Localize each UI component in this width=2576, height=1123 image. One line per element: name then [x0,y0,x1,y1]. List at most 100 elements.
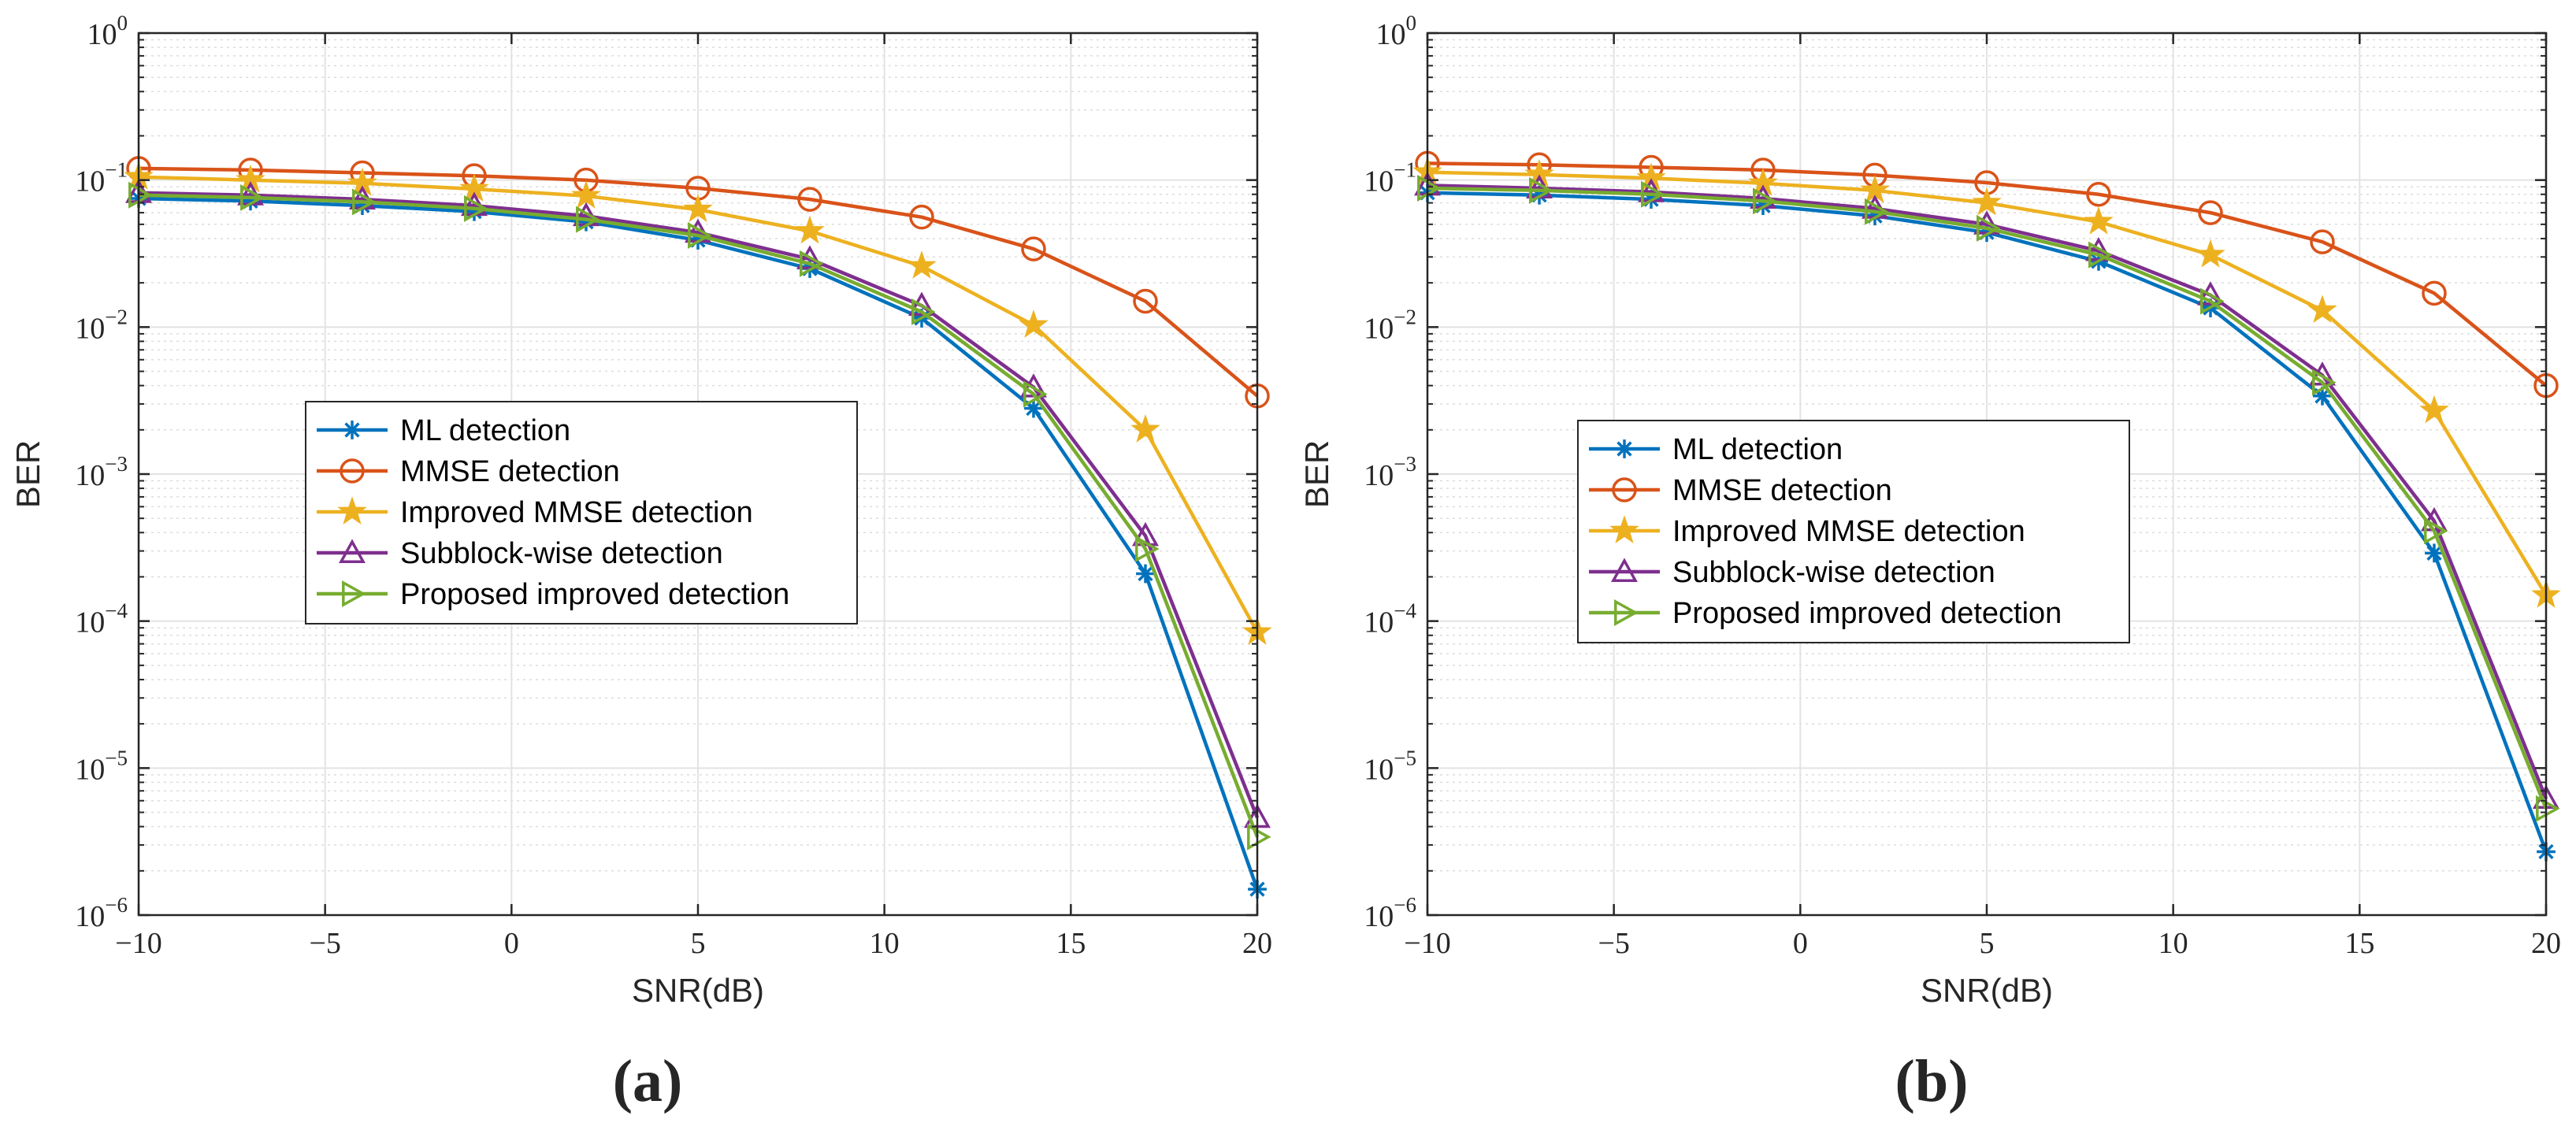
series-line [1427,183,2548,799]
data-point [800,250,824,277]
data-point [2086,182,2111,207]
data-point [2198,200,2223,225]
x-tick-label: 15 [1056,927,1086,960]
data-point [1023,380,1048,408]
legend-label: Improved MMSE detection [1672,515,2025,548]
data-point [2310,229,2335,254]
legend-item: Improved MMSE detection [317,496,753,529]
data-point [1753,187,1777,215]
data-point [797,187,822,212]
y-tick-label: 10−1 [75,158,128,198]
data-point [1865,198,1889,225]
legend-item: Proposed improved detection [317,578,789,611]
x-tick-label: 15 [2344,927,2374,960]
legend-marker [339,539,366,563]
data-point [1136,564,1155,584]
data-point [464,195,488,222]
data-point [688,222,712,249]
asterisk-stroke [1138,565,1153,582]
asterisk-stroke [2426,545,2442,562]
legend-marker [1609,515,1639,544]
y-axis-label: BER [9,440,46,508]
legend: ML detection MMSE detection Improved MMSE … [305,401,858,625]
data-point [1529,176,1553,204]
legend-label: Subblock-wise detection [1672,556,1995,589]
asterisk-stroke [1616,441,1632,457]
data-point [1132,521,1159,547]
legend-label: Proposed improved detection [400,578,789,611]
legend-item: Improved MMSE detection [1589,515,2025,548]
data-point [1133,288,1158,314]
chart-a: −10 −5 0 5 10 15 20 10−6 10−5 10−4 10−3 10−2 10−1 100… [9,11,1272,1114]
legend-label: Improved MMSE detection [400,496,753,529]
legend-marker [337,496,367,525]
legend-marker [1615,439,1634,458]
legend-item: ML detection [317,414,570,447]
x-tick-label: −5 [309,927,340,960]
series-line [138,166,1259,398]
data-point [795,215,825,244]
legend-item: Subblock-wise detection [317,537,723,570]
data-point [2084,206,2114,235]
legend-item: Subblock-wise detection [1589,556,1995,589]
x-tick-label: 5 [691,927,706,960]
data-point [2536,795,2560,822]
y-tick-label: 10−1 [1364,158,1416,198]
y-tick-label: 10−3 [75,452,128,492]
ticks: −10 −5 0 5 10 15 20 10−6 10−5 10−4 10−3 10−2 10−1 100 [75,11,1272,960]
data-point [1021,236,1046,261]
legend-label: ML detection [1672,433,1843,466]
legend-marker [1614,599,1639,626]
data-point [2307,295,2337,324]
x-axis-label: SNR(dB) [632,972,764,1009]
y-tick-label: 10−2 [75,305,128,345]
ticks: −10 −5 0 5 10 15 20 10−6 10−5 10−4 10−3 10−2 10−1 100 [1364,11,2561,960]
x-axis-label: SNR(dB) [1921,972,2053,1009]
data-point [240,183,265,211]
legend-marker [342,580,366,607]
y-tick-label: 10−6 [75,893,128,933]
legend-label: MMSE detection [1672,474,1892,507]
legend-marker [343,421,362,439]
asterisk-stroke [2314,388,2330,404]
data-point [909,204,934,230]
series-proposed-improved-detection [1417,175,2560,822]
data-point [2425,543,2444,563]
x-tick-label: 10 [870,927,900,960]
subfigure-caption: (b) [1895,1048,1969,1114]
legend-item: ML detection [1589,433,1843,466]
data-point [2088,241,2113,269]
data-point [2196,239,2225,268]
y-tick-label: 10−6 [1364,893,1416,933]
legend-box [305,401,858,625]
data-point [2312,369,2337,396]
legend-label: ML detection [400,414,570,447]
data-point [683,194,713,223]
y-tick-label: 10−4 [75,599,128,639]
data-point [576,206,600,233]
x-tick-label: −10 [115,927,161,960]
series-proposed-improved-detection [128,181,1271,851]
legend-item: MMSE detection [317,455,620,488]
x-tick-label: 0 [504,927,519,960]
data-point [1524,158,1554,187]
y-tick-label: 10−5 [75,746,128,786]
x-tick-label: 10 [2158,927,2188,960]
subfigure-caption: (a) [613,1048,683,1114]
legend-box [1577,420,2130,643]
series-line [138,191,1260,819]
data-point [2197,281,2224,306]
data-point [2422,280,2447,306]
data-point [1641,180,1665,208]
legend-label: Proposed improved detection [1672,597,2062,630]
data-point [2419,395,2449,424]
data-point [796,245,823,269]
x-tick-label: 0 [1793,927,1808,960]
legend-marker [1611,558,1638,582]
data-point [352,188,377,216]
x-tick-label: 5 [1980,927,1995,960]
data-point [571,180,601,209]
legend-label: MMSE detection [400,455,620,488]
x-tick-label: 20 [2531,927,2561,960]
